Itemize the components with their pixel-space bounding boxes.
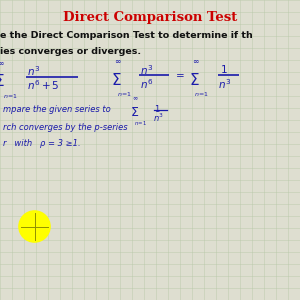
Text: $n^6$: $n^6$ xyxy=(140,77,153,91)
Text: r   with   ρ = 3 ≥1.: r with ρ = 3 ≥1. xyxy=(3,140,81,148)
Text: mpare the given series to: mpare the given series to xyxy=(3,105,111,114)
Text: $\infty$: $\infty$ xyxy=(0,58,4,68)
Text: $\Sigma$: $\Sigma$ xyxy=(111,72,122,88)
Text: $=$: $=$ xyxy=(173,69,185,79)
Text: ies converges or diverges.: ies converges or diverges. xyxy=(0,46,141,56)
Text: $n^6+5$: $n^6+5$ xyxy=(27,79,59,92)
Text: $\infty$: $\infty$ xyxy=(192,57,200,66)
Text: Direct Comparison Test: Direct Comparison Test xyxy=(63,11,237,23)
Text: $n\!=\!1$: $n\!=\!1$ xyxy=(134,119,147,127)
Text: $1$: $1$ xyxy=(154,103,161,115)
Text: $n^3$: $n^3$ xyxy=(140,63,153,77)
Text: $n\!=\!1$: $n\!=\!1$ xyxy=(194,90,208,98)
Text: $n\!=\!1$: $n\!=\!1$ xyxy=(3,92,18,100)
Text: $\Sigma$: $\Sigma$ xyxy=(0,74,4,89)
Text: $\infty$: $\infty$ xyxy=(114,57,122,66)
Text: $n^3$: $n^3$ xyxy=(218,77,231,91)
Text: $n\!=\!1$: $n\!=\!1$ xyxy=(117,90,132,98)
Text: $n^3$: $n^3$ xyxy=(153,112,164,124)
Text: e the Direct Comparison Test to determine if th: e the Direct Comparison Test to determin… xyxy=(0,32,253,40)
Text: $\Sigma$: $\Sigma$ xyxy=(189,72,200,88)
Text: $1$: $1$ xyxy=(220,63,228,75)
Text: $n^3$: $n^3$ xyxy=(27,64,40,78)
Circle shape xyxy=(19,211,50,242)
Text: $\Sigma$: $\Sigma$ xyxy=(130,106,140,119)
Text: $\infty$: $\infty$ xyxy=(132,96,139,102)
Text: rch converges by the p-series: rch converges by the p-series xyxy=(3,123,128,132)
